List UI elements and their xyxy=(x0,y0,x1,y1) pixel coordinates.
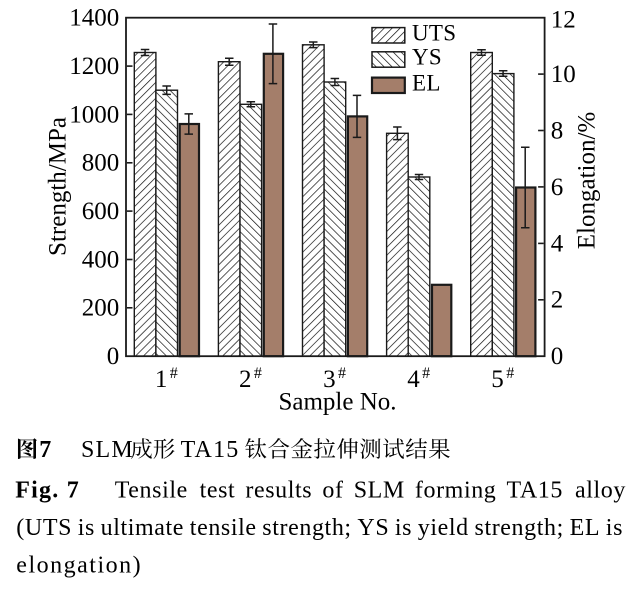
svg-text:alloy: alloy xyxy=(575,478,626,504)
svg-text:#: # xyxy=(506,365,514,382)
svg-text:1: 1 xyxy=(155,366,168,393)
svg-text:2: 2 xyxy=(551,287,564,314)
svg-text:EL: EL xyxy=(570,515,601,541)
svg-text:is: is xyxy=(78,515,95,541)
svg-text:1000: 1000 xyxy=(69,101,119,128)
svg-text:800: 800 xyxy=(82,150,120,177)
svg-text:TA15: TA15 xyxy=(181,437,240,463)
svg-text:results: results xyxy=(245,478,312,504)
svg-text:10: 10 xyxy=(551,61,576,88)
svg-text:4: 4 xyxy=(407,366,420,393)
svg-text:elongation): elongation) xyxy=(16,553,142,579)
svg-text:400: 400 xyxy=(82,246,120,273)
svg-text:is: is xyxy=(395,515,412,541)
svg-text:EL: EL xyxy=(412,70,441,95)
svg-text:YS: YS xyxy=(357,515,389,541)
svg-text:3: 3 xyxy=(323,366,336,393)
svg-text:0: 0 xyxy=(551,343,564,370)
svg-text:Tensile: Tensile xyxy=(115,478,188,504)
svg-text:1200: 1200 xyxy=(69,53,119,80)
svg-text:8: 8 xyxy=(551,117,564,144)
svg-text:test: test xyxy=(200,478,236,504)
svg-text:#: # xyxy=(422,365,430,382)
svg-text:YS: YS xyxy=(412,45,442,70)
svg-text:Strength/MPa: Strength/MPa xyxy=(45,117,72,256)
svg-text:yield: yield xyxy=(418,515,469,541)
svg-text:strength;: strength; xyxy=(262,515,351,541)
svg-text:Sample No.: Sample No. xyxy=(278,389,396,416)
svg-text:7: 7 xyxy=(67,478,79,504)
svg-text:TA15: TA15 xyxy=(507,478,563,504)
svg-text:4: 4 xyxy=(551,230,564,257)
svg-text:5: 5 xyxy=(491,366,504,393)
svg-text:#: # xyxy=(338,365,346,382)
svg-text:Elongation/%: Elongation/% xyxy=(574,112,601,249)
svg-text:0: 0 xyxy=(107,343,120,370)
svg-text:SLM: SLM xyxy=(354,478,405,504)
svg-text:200: 200 xyxy=(82,295,120,322)
svg-text:SLM: SLM xyxy=(81,437,134,463)
svg-text:1400: 1400 xyxy=(69,5,119,32)
svg-text:Fig.: Fig. xyxy=(15,478,59,504)
svg-text:6: 6 xyxy=(551,174,564,201)
svg-text:forming: forming xyxy=(415,478,497,504)
svg-text:12: 12 xyxy=(551,7,576,34)
svg-text:UTS: UTS xyxy=(412,20,456,45)
svg-text:2: 2 xyxy=(239,366,252,393)
svg-text:7: 7 xyxy=(39,437,51,463)
svg-text:tensile: tensile xyxy=(190,515,257,541)
svg-text:strength;: strength; xyxy=(475,515,564,541)
svg-text:ultimate: ultimate xyxy=(101,515,184,541)
svg-text:is: is xyxy=(606,515,623,541)
svg-text:of: of xyxy=(322,478,343,504)
svg-text:#: # xyxy=(254,365,262,382)
svg-text:600: 600 xyxy=(82,198,120,225)
svg-text:#: # xyxy=(170,365,178,382)
svg-text:(UTS: (UTS xyxy=(16,515,72,541)
